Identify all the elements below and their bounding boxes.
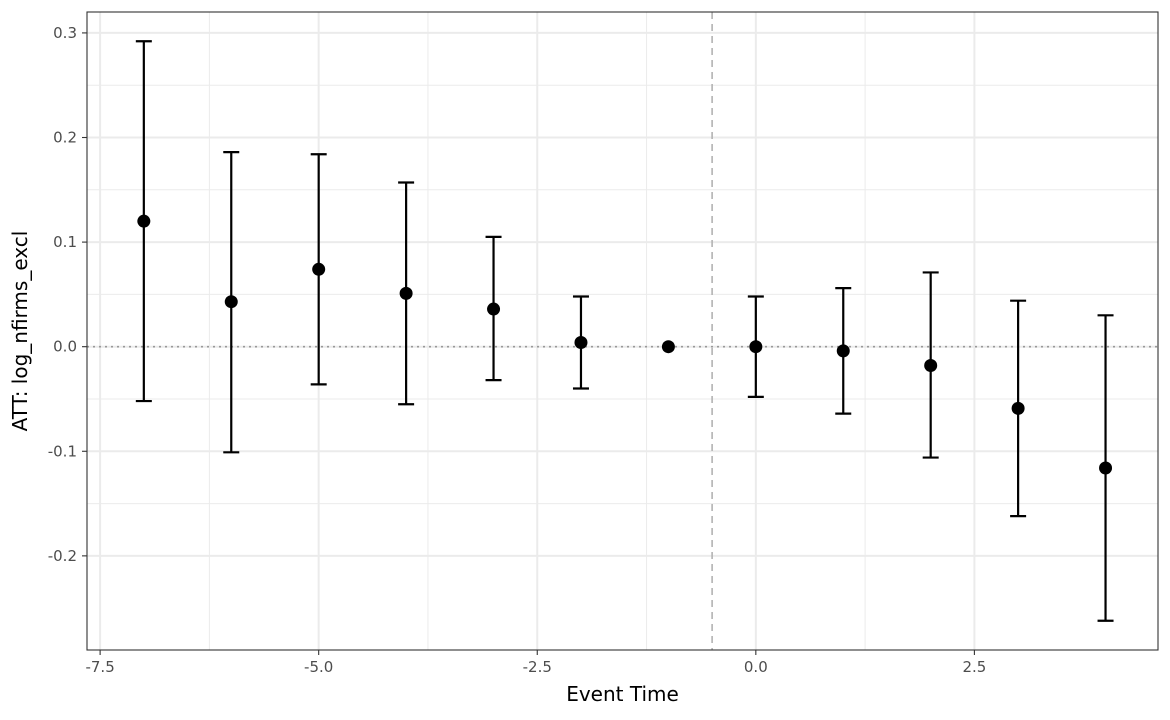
data-point xyxy=(574,336,588,350)
data-point xyxy=(224,295,238,309)
data-point xyxy=(312,262,326,276)
data-layer xyxy=(135,40,1114,622)
reference-lines xyxy=(87,12,1158,650)
x-tick-label: 2.5 xyxy=(962,658,986,676)
y-tick-label: -0.2 xyxy=(48,547,77,565)
data-point xyxy=(137,214,151,228)
x-tick-label: -2.5 xyxy=(523,658,552,676)
y-tick-label: 0.3 xyxy=(53,24,77,42)
y-tick-label: -0.1 xyxy=(48,442,77,460)
data-point xyxy=(836,344,850,358)
y-tick-label: 0.2 xyxy=(53,129,77,147)
x-tick-label: -5.0 xyxy=(304,658,333,676)
x-tick-label: 0.0 xyxy=(744,658,768,676)
axes: -0.2 -0.1 0.0 0.1 0.2 0.3 -7.5 -5.0 -2.5 0.0 2.5 xyxy=(48,24,987,676)
y-tick-label: 0.0 xyxy=(53,338,77,356)
x-tick-label: -7.5 xyxy=(85,658,114,676)
data-point xyxy=(661,340,675,354)
data-point xyxy=(749,340,763,354)
data-point xyxy=(924,359,938,373)
data-point xyxy=(487,302,501,316)
data-point xyxy=(399,286,413,300)
y-tick-label: 0.1 xyxy=(53,233,77,251)
data-point xyxy=(1099,461,1113,475)
y-axis-title: ATT: log_nfirms_excl xyxy=(8,231,32,432)
x-axis-title: Event Time xyxy=(566,682,679,706)
data-point xyxy=(1011,401,1025,415)
panel-border xyxy=(86,11,1159,651)
